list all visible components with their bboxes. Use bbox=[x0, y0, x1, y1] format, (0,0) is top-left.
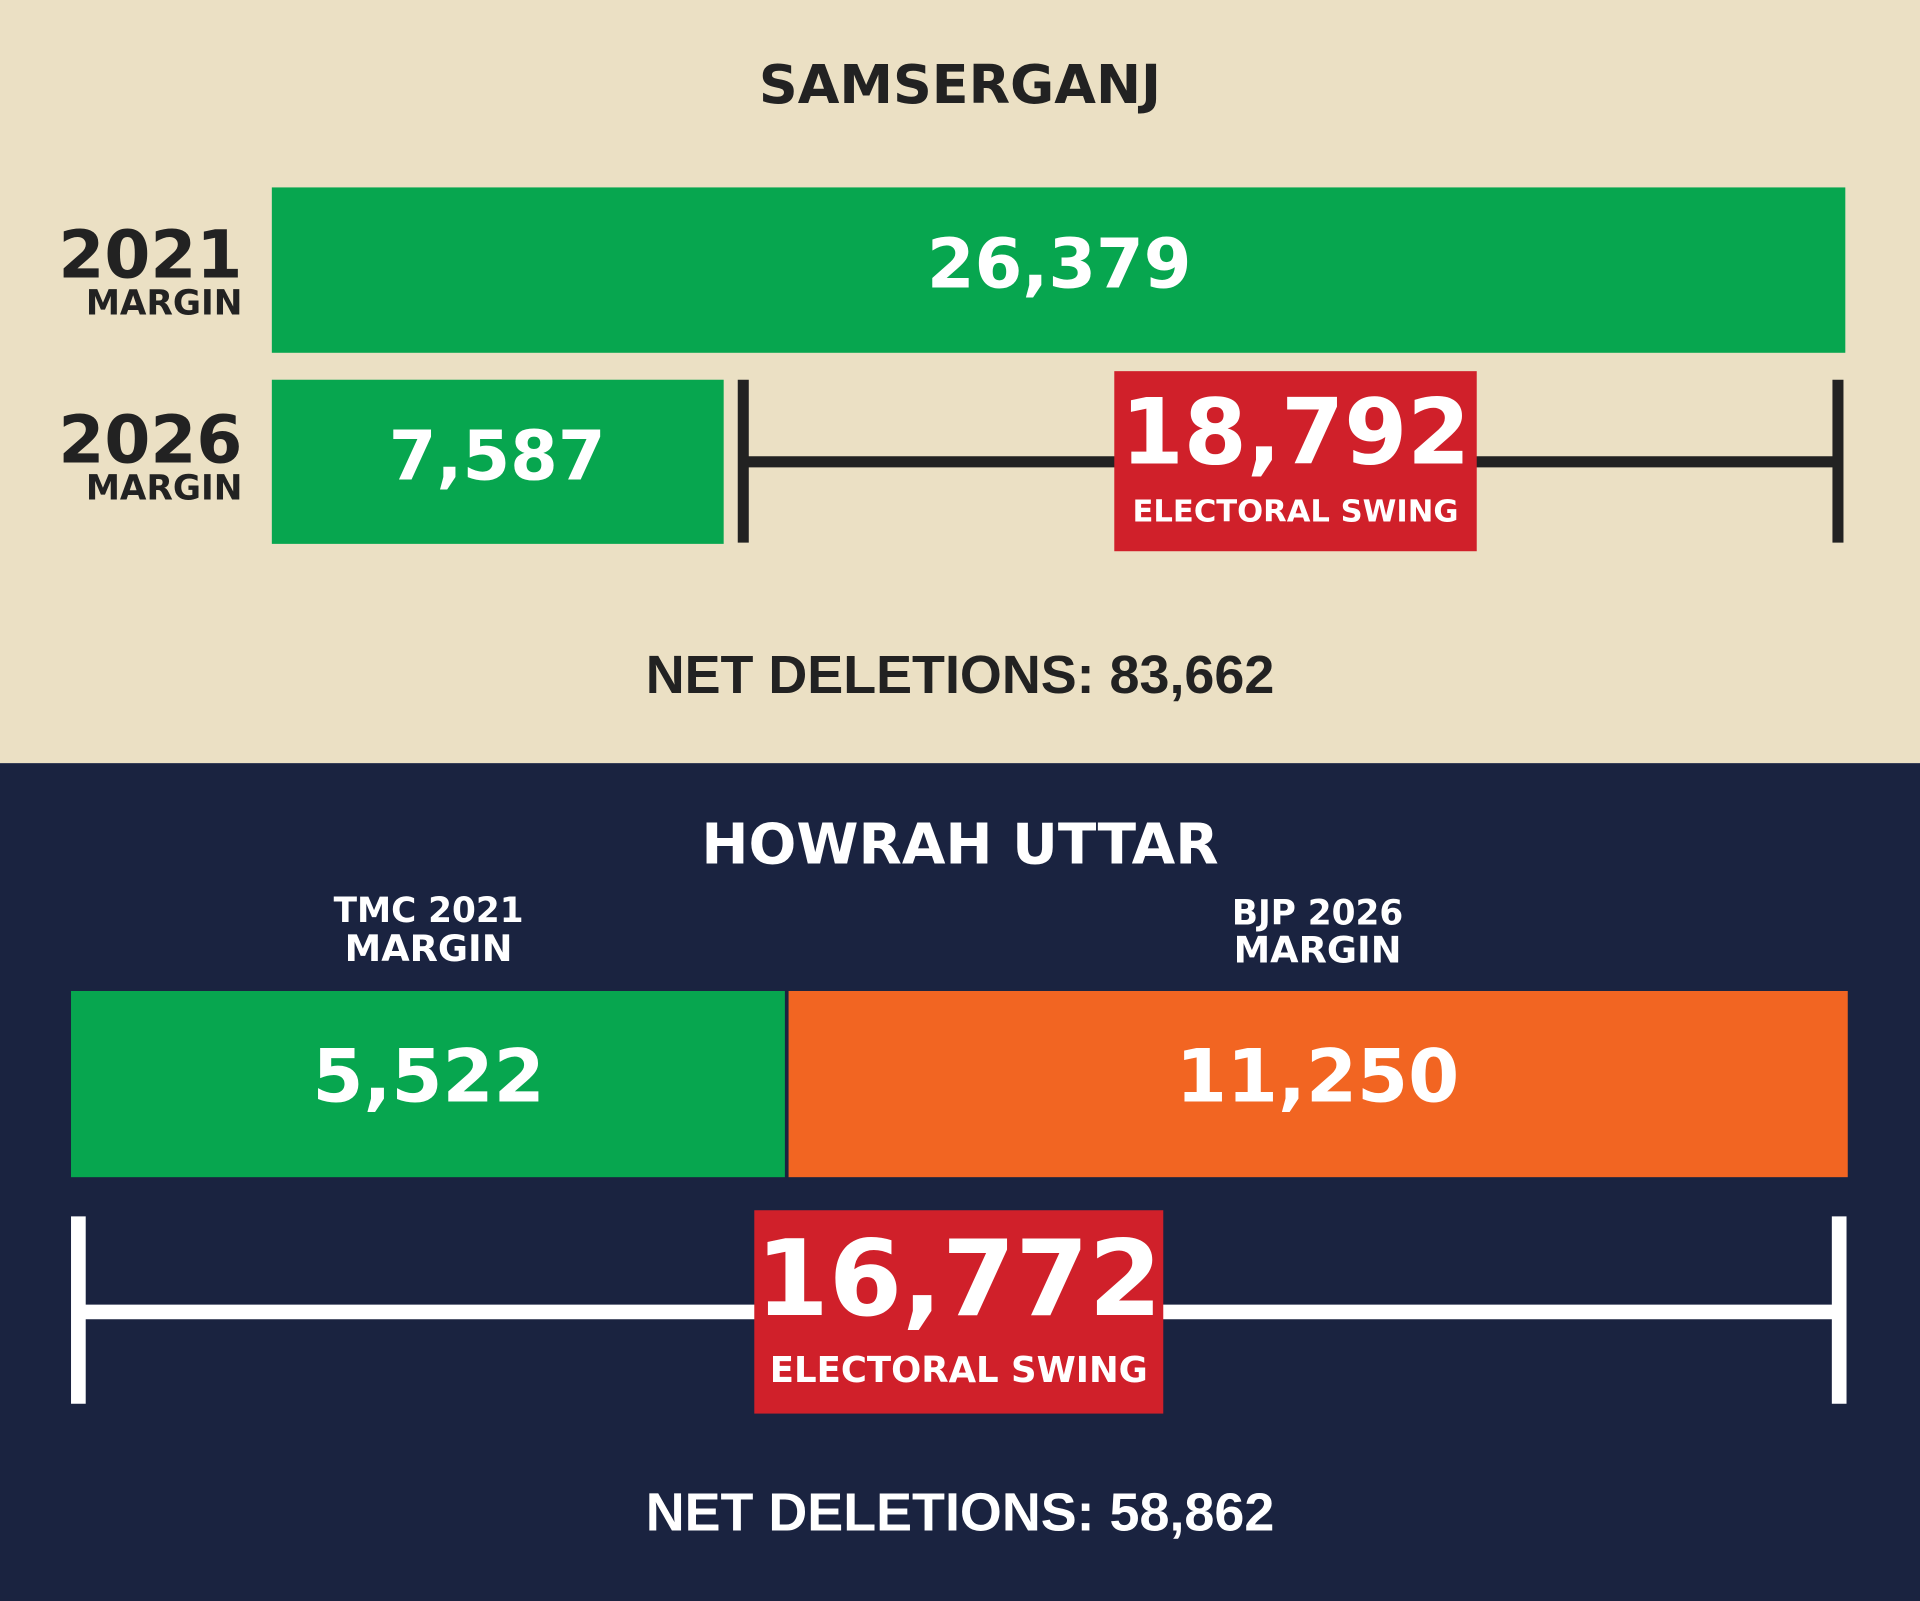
swing-label: ELECTORAL SWING bbox=[1133, 495, 1459, 530]
bar-value: 5,522 bbox=[312, 1035, 544, 1120]
margin-bar bbox=[788, 990, 1848, 1178]
segment-sublabel: MARGIN bbox=[1234, 928, 1402, 971]
bar-value: 11,250 bbox=[1176, 1035, 1459, 1120]
swing-value: 18,792 bbox=[1121, 380, 1471, 485]
net-deletions: NET DELETIONS: 58,862 bbox=[646, 1483, 1275, 1543]
margin-bar bbox=[271, 187, 1846, 353]
margin-bar bbox=[271, 379, 724, 544]
row-label: MARGIN bbox=[86, 284, 243, 324]
bar-value: 26,379 bbox=[927, 224, 1192, 304]
segment-label: TMC 2021 bbox=[334, 891, 524, 931]
segment-sublabel: MARGIN bbox=[345, 927, 513, 970]
swing-box bbox=[754, 1210, 1164, 1414]
row-label: MARGIN bbox=[86, 468, 243, 508]
swing-box bbox=[1114, 371, 1477, 552]
margin-bar bbox=[71, 990, 785, 1178]
swing-value: 16,772 bbox=[756, 1217, 1162, 1340]
swing-label: ELECTORAL SWING bbox=[770, 1350, 1148, 1391]
panel-title: SAMSERGANJ bbox=[759, 53, 1161, 116]
panel-background bbox=[0, 763, 1920, 1601]
row-year: 2021 bbox=[58, 217, 242, 294]
bar-value: 7,587 bbox=[389, 417, 606, 497]
segment-label: BJP 2026 bbox=[1232, 894, 1403, 934]
row-year: 2026 bbox=[58, 402, 242, 479]
panel-title: HOWRAH UTTAR bbox=[701, 812, 1218, 877]
net-deletions: NET DELETIONS: 83,662 bbox=[646, 645, 1275, 705]
